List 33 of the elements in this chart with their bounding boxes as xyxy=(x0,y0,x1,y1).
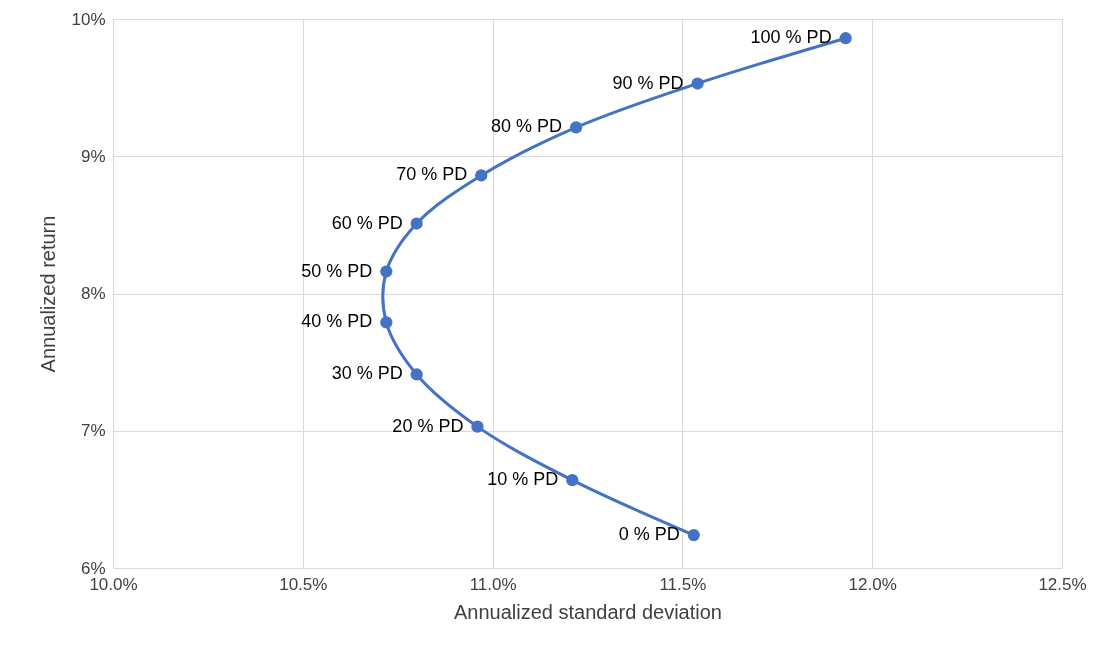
annotation: 50 % PD xyxy=(301,260,373,281)
point xyxy=(471,420,484,433)
annotation: 40 % PD xyxy=(301,311,373,332)
y-tick-label: 10% xyxy=(71,9,106,29)
annotation: 30 % PD xyxy=(331,363,403,384)
point xyxy=(691,77,704,90)
annotation: 80 % PD xyxy=(491,116,563,137)
y-axis-title: Annualized return xyxy=(37,215,60,373)
x-tick-label: 10.5% xyxy=(279,574,328,594)
annotation: 90 % PD xyxy=(612,72,684,93)
x-tick-label: 11.0% xyxy=(469,574,517,594)
annotation: 100 % PD xyxy=(750,27,832,48)
point xyxy=(380,316,393,329)
annotation: 0 % PD xyxy=(618,524,680,545)
point xyxy=(569,121,583,134)
annotation: 20 % PD xyxy=(392,415,464,436)
y-tick-label: 7% xyxy=(80,421,106,441)
y-tick-label: 9% xyxy=(80,146,106,166)
annotation: 70 % PD xyxy=(396,164,468,185)
point xyxy=(410,217,423,230)
point xyxy=(566,474,579,487)
x-tick-label: 11.5% xyxy=(659,574,707,594)
annotation: 10 % PD xyxy=(487,469,559,490)
y-tick-label: 8% xyxy=(80,284,106,303)
annotation: 60 % PD xyxy=(331,212,403,233)
point xyxy=(475,169,488,182)
point xyxy=(687,528,700,542)
x-tick-label: 12.5% xyxy=(1038,574,1087,594)
point xyxy=(380,265,393,278)
point xyxy=(839,32,852,45)
x-tick-label: 12.0% xyxy=(848,574,897,594)
point xyxy=(410,368,423,381)
x-axis-title: Annualized standard deviation xyxy=(454,600,722,623)
